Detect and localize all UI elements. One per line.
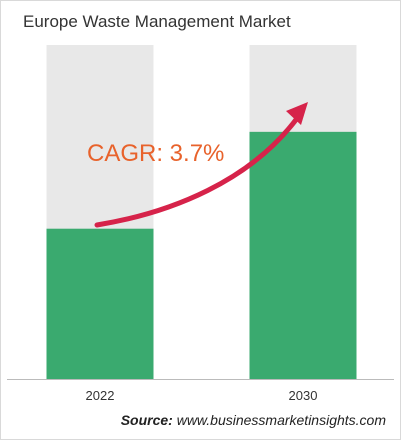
source-url: www.businessmarketinsights.com <box>176 412 386 428</box>
bar-2022 <box>46 228 154 379</box>
bar-2030 <box>249 131 357 379</box>
source-label: Source: <box>120 412 173 428</box>
x-tick-label-2022: 2022 <box>86 388 115 403</box>
cagr-annotation: CAGR: 3.7% <box>87 140 224 167</box>
cagr-arrow <box>94 114 301 228</box>
x-tick-label-2030: 2030 <box>289 388 318 403</box>
source-note: Source: www.businessmarketinsights.com <box>121 412 386 428</box>
cagr-arrow-head <box>286 102 308 125</box>
chart-title: Europe Waste Management Market <box>23 12 291 31</box>
